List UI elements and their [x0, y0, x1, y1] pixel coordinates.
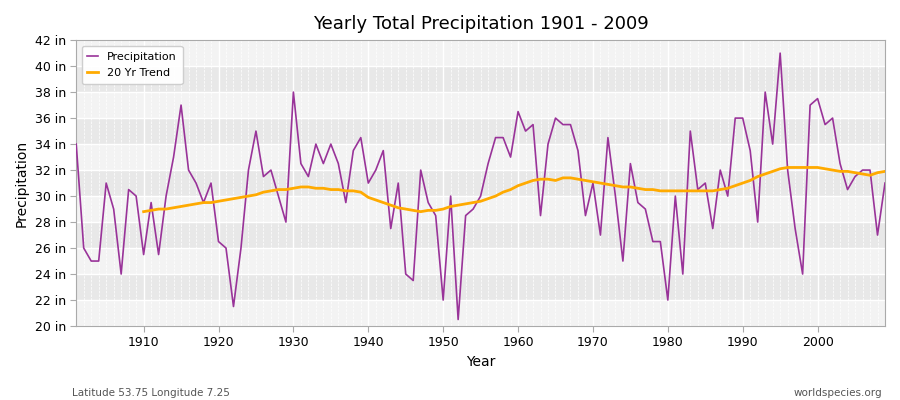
Y-axis label: Precipitation: Precipitation	[15, 140, 29, 227]
Precipitation	[520, 129, 531, 134]
Line: 20 Yr Trend: 20 Yr Trend	[144, 168, 885, 212]
Precipitation	[775, 51, 786, 56]
Bar	[76, 92, 885, 118]
Precipitation	[71, 142, 82, 146]
Precipitation	[340, 200, 351, 205]
20 Yr Trend	[782, 165, 793, 170]
20 Yr Trend	[139, 209, 149, 214]
20 Yr Trend	[850, 170, 860, 175]
20 Yr Trend	[827, 168, 838, 172]
Bar	[76, 248, 885, 274]
20 Yr Trend	[580, 178, 591, 183]
Bar	[76, 196, 885, 222]
Bar	[76, 144, 885, 170]
Bar	[76, 40, 885, 66]
Text: Latitude 53.75 Longitude 7.25: Latitude 53.75 Longitude 7.25	[72, 388, 230, 398]
Line: Precipitation: Precipitation	[76, 53, 885, 320]
20 Yr Trend	[879, 169, 890, 174]
20 Yr Trend	[310, 186, 321, 191]
Title: Yearly Total Precipitation 1901 - 2009: Yearly Total Precipitation 1901 - 2009	[312, 15, 649, 33]
20 Yr Trend	[520, 181, 531, 186]
Precipitation	[513, 109, 524, 114]
Precipitation	[879, 181, 890, 186]
Text: worldspecies.org: worldspecies.org	[794, 388, 882, 398]
Legend: Precipitation, 20 Yr Trend: Precipitation, 20 Yr Trend	[82, 46, 183, 84]
Precipitation	[130, 194, 141, 198]
Precipitation	[453, 317, 464, 322]
X-axis label: Year: Year	[466, 355, 495, 369]
Precipitation	[610, 194, 621, 198]
20 Yr Trend	[281, 187, 292, 192]
Bar	[76, 300, 885, 326]
Precipitation	[295, 161, 306, 166]
